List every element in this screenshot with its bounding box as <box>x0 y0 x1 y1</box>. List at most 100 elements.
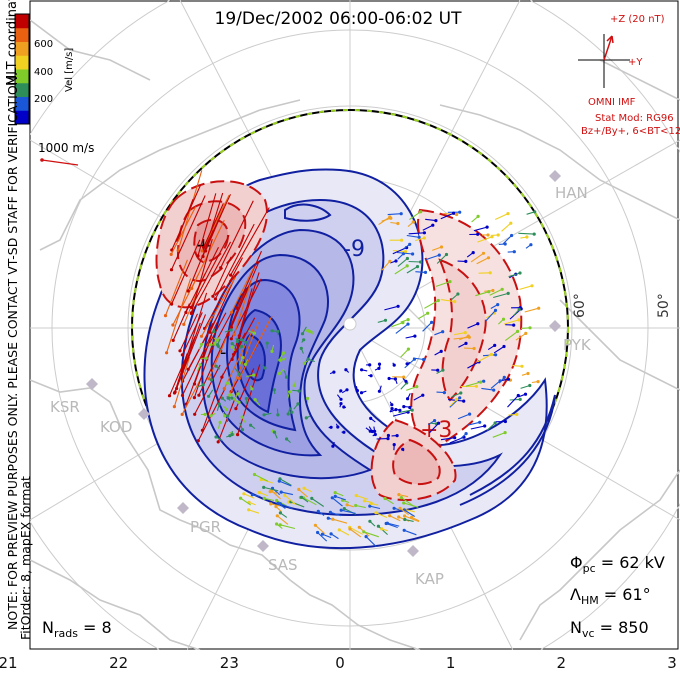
vector-origin <box>374 511 378 515</box>
vector-origin <box>172 405 176 409</box>
velocity-vector <box>397 251 413 255</box>
vector-origin <box>373 429 377 433</box>
velocity-vector <box>176 199 194 241</box>
velocity-vector <box>254 474 269 482</box>
velocity-vector <box>238 272 260 336</box>
vector-origin <box>486 256 491 260</box>
vector-origin <box>237 376 241 380</box>
vector-origin <box>517 307 521 312</box>
velocity-vector <box>429 422 439 434</box>
vector-origin <box>342 507 346 511</box>
velocity-vector <box>408 232 425 235</box>
vector-origin <box>292 384 296 388</box>
velocity-vector <box>387 213 402 216</box>
vector-origin <box>458 210 462 214</box>
vector-origin <box>405 264 409 268</box>
vector-origin <box>503 242 507 246</box>
velocity-vector <box>387 522 400 527</box>
vector-origin <box>286 412 290 416</box>
vector-origin <box>332 370 336 374</box>
vector-origin <box>275 498 279 503</box>
vector-origin <box>476 322 480 326</box>
vector-origin <box>489 352 494 357</box>
velocity-vector <box>298 488 308 498</box>
vector-origin <box>410 408 414 412</box>
vector-origin <box>333 491 337 495</box>
velocity-vector <box>303 497 317 506</box>
vector-origin <box>186 367 190 371</box>
vector-origin <box>388 514 392 518</box>
velocity-vector <box>435 281 451 287</box>
svg-text:Φpc = 62 kV: Φpc = 62 kV <box>570 553 665 575</box>
map-title: 19/Dec/2002 06:00-06:02 UT <box>215 9 463 29</box>
vector-origin <box>214 435 218 439</box>
vector-origin <box>390 407 394 411</box>
mlt-tick-label: 22 <box>109 654 128 672</box>
vector-origin <box>510 233 514 238</box>
colorbar-tick-200: 200 <box>34 94 53 105</box>
velocity-vector <box>171 239 201 305</box>
vector-origin <box>329 425 333 429</box>
velocity-vector <box>172 273 200 326</box>
velocity-vector <box>363 531 379 538</box>
vector-origin <box>453 436 457 440</box>
velocity-vector <box>409 211 422 221</box>
velocity-vector <box>206 308 235 360</box>
velocity-vector <box>230 260 260 328</box>
velocity-vector <box>179 313 198 352</box>
vector-origin <box>252 472 257 477</box>
vector-origin <box>337 528 341 532</box>
velocity-vector <box>315 524 326 535</box>
vector-origin <box>437 421 441 425</box>
vector-origin <box>529 243 533 247</box>
vector-origin <box>192 396 196 400</box>
vector-origin <box>436 368 440 372</box>
vector-origin <box>193 412 197 416</box>
vector-origin <box>493 343 497 347</box>
coastlines <box>30 19 680 650</box>
vector-origin <box>413 334 417 338</box>
velocity-vector <box>248 509 260 514</box>
vector-origin <box>442 391 446 395</box>
velocity-vector <box>391 322 404 328</box>
vector-origin <box>196 439 200 443</box>
velocity-vector <box>204 257 243 329</box>
vector-origin <box>520 364 524 368</box>
vector-origin <box>368 519 372 523</box>
vector-origin <box>223 414 227 418</box>
velocity-vector <box>418 312 428 320</box>
vector-origin <box>328 510 332 514</box>
velocity-vector <box>457 413 470 420</box>
vector-origin <box>165 351 169 355</box>
velocity-vector <box>185 246 219 313</box>
vector-origin <box>467 335 471 339</box>
vector-origin <box>496 233 500 237</box>
vector-origin <box>537 306 541 310</box>
vector-origin <box>493 308 498 312</box>
vector-origin <box>173 390 177 394</box>
velocity-vector <box>187 309 222 370</box>
velocity-vector <box>369 505 381 510</box>
vector-origin <box>230 345 234 349</box>
velocity-vector <box>193 334 213 385</box>
velocity-vector <box>400 348 409 358</box>
vector-origin <box>403 250 408 254</box>
hm-boundary-dash <box>131 109 569 547</box>
velocity-vector <box>233 288 253 355</box>
vector-origin <box>170 302 174 306</box>
vector-origin <box>244 341 248 345</box>
vector-origin <box>408 242 412 246</box>
site-marker-han <box>549 170 561 182</box>
vector-origin <box>249 423 253 427</box>
site-label-kap: KAP <box>415 570 444 588</box>
vector-origin <box>385 521 389 525</box>
velocity-vector <box>413 394 424 401</box>
velocity-vector <box>406 234 420 238</box>
vector-origin <box>474 384 478 388</box>
vector-origin <box>262 413 266 417</box>
vector-origin <box>302 486 306 490</box>
vector-origin <box>402 405 406 409</box>
velocity-vector <box>415 271 426 273</box>
vector-origin <box>397 493 401 497</box>
vector-origin <box>278 358 282 362</box>
